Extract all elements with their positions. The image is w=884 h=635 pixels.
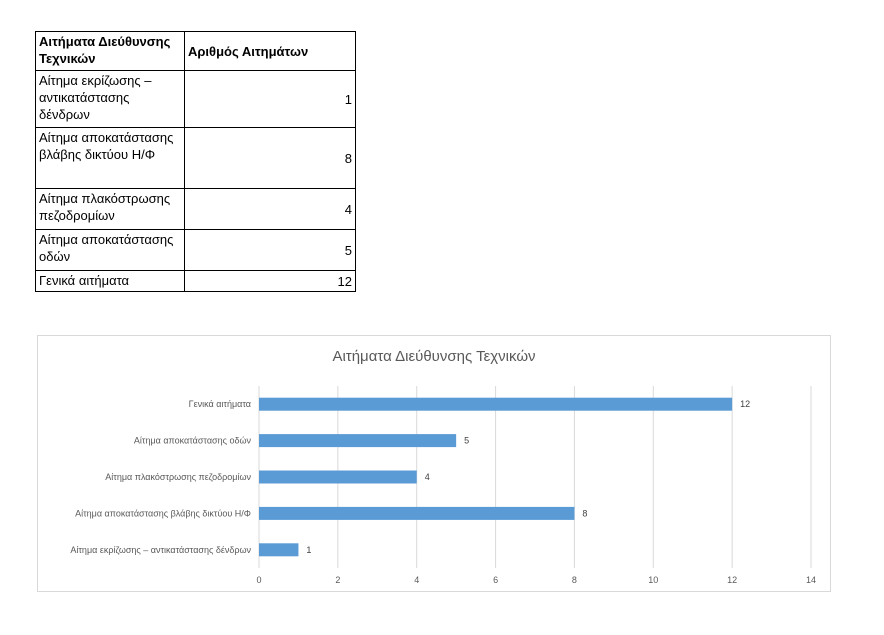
bar (259, 543, 299, 557)
row-value: 12 (184, 270, 356, 292)
bar (259, 470, 417, 484)
category-label: Γενικά αιτήματα (189, 399, 251, 409)
x-tick-label: 10 (648, 575, 658, 585)
requests-table: Αιτήματα Διεύθυνσης Τεχνικών Αριθμός Αιτ… (35, 31, 356, 292)
row-label: Αίτημα αποκατάστασης οδών (35, 229, 185, 271)
table-row: Αίτημα πλακόστρωσης πεζοδρομίων 4 (35, 188, 356, 230)
row-label: Γενικά αιτήματα (35, 270, 185, 292)
row-label: Αίτημα αποκατάστασης βλάβης δικτύου Η/Φ (35, 127, 185, 189)
bar (259, 397, 733, 411)
bar (259, 434, 457, 448)
data-label: 1 (306, 545, 311, 555)
chart-title: Αιτήματα Διεύθυνσης Τεχνικών (332, 348, 536, 365)
table-row: Αίτημα αποκατάστασης οδών 5 (35, 229, 356, 271)
data-label: 4 (425, 472, 430, 482)
row-value: 4 (184, 188, 356, 230)
table-row: Αίτημα εκρίζωσης – αντικατάστασης δένδρω… (35, 70, 356, 128)
row-value: 5 (184, 229, 356, 271)
chart-frame: Αιτήματα Διεύθυνσης Τεχνικών 0 2 4 6 8 10 12 14… (37, 335, 831, 592)
x-tick-label: 14 (806, 575, 816, 585)
category-label: Αίτημα πλακόστρωσης πεζοδρομίων (105, 472, 251, 482)
row-value: 8 (184, 127, 356, 189)
category-label: Αίτημα εκρίζωσης – αντικατάστασης δένδρω… (70, 545, 251, 555)
row-label: Αίτημα πλακόστρωσης πεζοδρομίων (35, 188, 185, 230)
row-value: 1 (184, 70, 356, 128)
x-tick-label: 4 (414, 575, 419, 585)
x-tick-label: 8 (572, 575, 577, 585)
x-tick-label: 2 (335, 575, 340, 585)
row-label: Αίτημα εκρίζωσης – αντικατάστασης δένδρω… (35, 70, 185, 128)
category-label: Αίτημα αποκατάστασης οδών (134, 436, 252, 446)
table-row: Γενικά αιτήματα 12 (35, 270, 356, 292)
header-count: Αριθμός Αιτημάτων (184, 31, 356, 71)
bar (259, 506, 575, 520)
header-category: Αιτήματα Διεύθυνσης Τεχνικών (35, 31, 185, 71)
x-tick-label: 0 (256, 575, 261, 585)
table-row: Αίτημα αποκατάστασης βλάβης δικτύου Η/Φ 8 (35, 127, 356, 189)
x-tick-label: 6 (493, 575, 498, 585)
category-label: Αίτημα αποκατάστασης βλάβης δικτύου Η/Φ (75, 508, 251, 518)
table-header-row: Αιτήματα Διεύθυνσης Τεχνικών Αριθμός Αιτ… (35, 31, 356, 71)
data-label: 8 (582, 508, 587, 518)
data-label: 12 (740, 399, 750, 409)
data-label: 5 (464, 436, 469, 446)
x-tick-label: 12 (727, 575, 737, 585)
